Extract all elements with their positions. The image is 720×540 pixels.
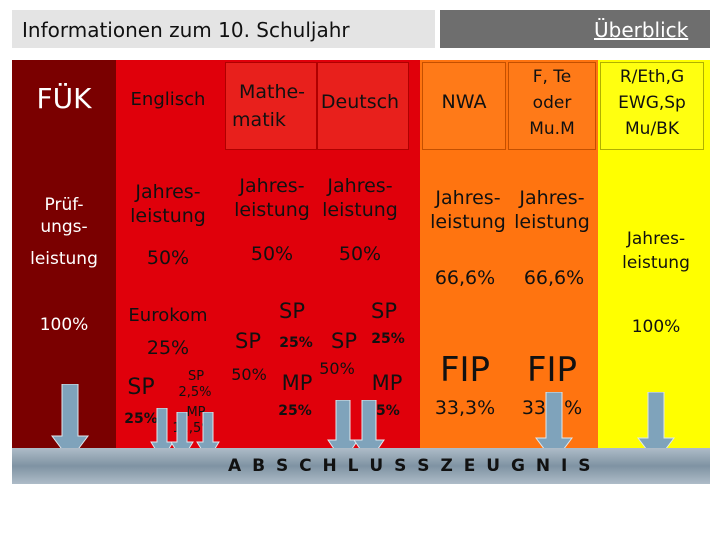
fuek-line3: leistung	[30, 249, 98, 269]
deutsch-sp: SP	[331, 329, 357, 353]
englisch-line1: Jahres-	[135, 181, 201, 203]
mathe-pct2: 50%	[231, 365, 267, 384]
englisch-mp: MP	[186, 405, 206, 420]
head-cell-mathe	[225, 62, 317, 150]
head-cell-nwa	[422, 62, 506, 150]
mathe-line2: leistung	[234, 199, 310, 221]
reth-head1: R/Eth,G	[619, 67, 685, 87]
column-fuek	[12, 60, 116, 448]
englisch-sp-pct: 2,5%	[178, 385, 212, 400]
fuek-head: FÜK	[36, 82, 92, 115]
head-cell-deutsch	[317, 62, 409, 150]
nwa-line2: leistung	[430, 211, 506, 233]
nwa-fip-pct: 33,3%	[434, 397, 496, 419]
englisch-line2: leistung	[130, 205, 206, 227]
mathe-line1: Jahres-	[239, 175, 305, 197]
fte-head2: oder	[532, 93, 572, 113]
head-cell-fte	[508, 62, 596, 150]
deutsch-sp-top: SP	[371, 299, 397, 323]
fuek-pct: 100%	[39, 315, 89, 335]
fte-line1: Jahres-	[519, 187, 585, 209]
fte-fip: FIP	[526, 350, 578, 390]
nwa-line1: Jahres-	[435, 187, 501, 209]
overview-link[interactable]: Überblick	[594, 18, 689, 42]
mathe-pct: 50%	[250, 243, 294, 265]
fuek-line1: Prüf-	[44, 195, 84, 215]
englisch-pct: 50%	[146, 247, 190, 269]
deutsch-head: Deutsch	[320, 91, 400, 113]
reth-head3: Mu/BK	[625, 119, 679, 139]
abschlusszeugnis-label: A B S C H L U S S Z E U G N I S	[228, 456, 593, 476]
mathe-mp-pct: 25%	[278, 403, 312, 419]
deutsch-mp: MP	[371, 371, 403, 395]
reth-line1: Jahres-	[626, 229, 686, 249]
header-bar	[12, 10, 435, 48]
englisch-pct3: 25%	[124, 411, 158, 427]
englisch-sp-big: SP	[127, 375, 155, 400]
reth-pct: 100%	[631, 317, 681, 337]
reth-line2: leistung	[622, 253, 690, 273]
mathe-head2: matik	[232, 109, 286, 131]
deutsch-line2: leistung	[322, 199, 398, 221]
deutsch-pct2: 50%	[319, 359, 355, 378]
fte-pct: 66,6%	[523, 267, 585, 289]
deutsch-sp-pct: 25%	[371, 331, 405, 347]
mathe-head1: Mathe-	[238, 81, 306, 103]
column-englisch	[116, 60, 220, 448]
mathe-sp: SP	[235, 329, 261, 353]
deutsch-line1: Jahres-	[327, 175, 393, 197]
mathe-sp-pct: 25%	[279, 335, 313, 351]
deutsch-pct: 50%	[338, 243, 382, 265]
fte-head3: Mu.M	[529, 119, 575, 139]
mathe-mp: MP	[281, 371, 313, 395]
englisch-sp-small: SP	[187, 369, 205, 384]
reth-head2: EWG,Sp	[618, 93, 686, 113]
fuek-line2: ungs-	[40, 217, 88, 237]
page-title: Informationen zum 10. Schuljahr	[22, 18, 350, 42]
englisch-eurokom: Eurokom	[128, 305, 208, 326]
nwa-pct: 66,6%	[434, 267, 496, 289]
englisch-head: Englisch	[130, 89, 206, 110]
mathe-sp-top: SP	[279, 299, 305, 323]
header-bar-right	[440, 10, 710, 48]
head-cell-reth	[600, 62, 704, 150]
nwa-head: NWA	[441, 91, 487, 113]
fte-head1: F, Te	[532, 67, 572, 87]
englisch-pct2: 25%	[146, 337, 190, 359]
abschlusszeugnis-band	[12, 448, 710, 484]
nwa-fip: FIP	[439, 350, 491, 390]
fte-line2: leistung	[514, 211, 590, 233]
